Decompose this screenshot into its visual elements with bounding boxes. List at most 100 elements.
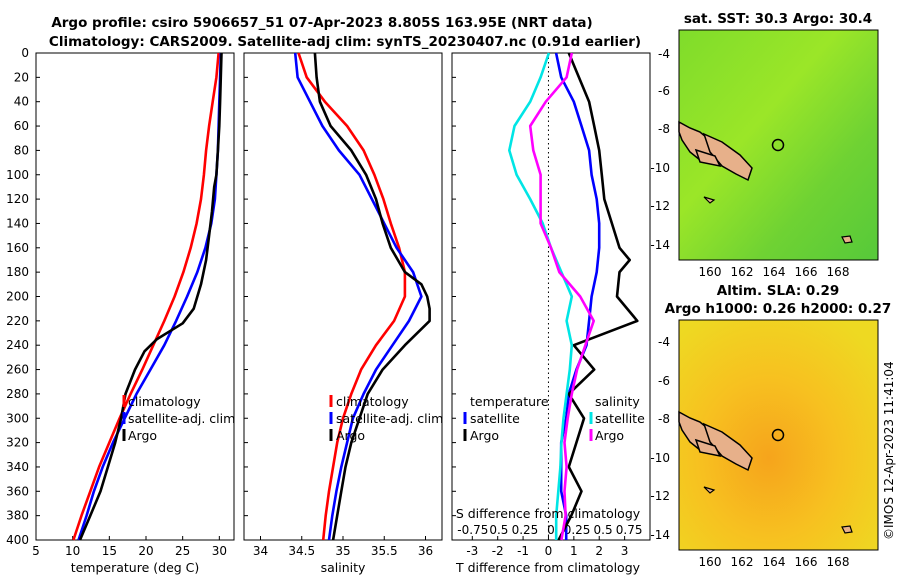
depth-tick-label: 320 bbox=[6, 436, 29, 450]
x-tick-label: -3 bbox=[466, 544, 478, 558]
sst-map-title: sat. SST: 30.3 Argo: 30.4 bbox=[684, 11, 872, 27]
x-tick-label: 34 bbox=[253, 544, 268, 558]
series-line-salinity-satellite bbox=[507, 52, 574, 540]
legend-climatology: climatology bbox=[336, 394, 409, 409]
argo-float-marker bbox=[771, 428, 785, 442]
x-tick-label: 34.5 bbox=[288, 544, 315, 558]
s-difference-legend: salinity satellite Argo bbox=[589, 394, 645, 443]
depth-tick-label: 400 bbox=[6, 533, 29, 547]
svg-text:162: 162 bbox=[731, 555, 754, 569]
x-tick-label: 3 bbox=[621, 544, 629, 558]
depth-tick-label: 40 bbox=[14, 95, 29, 109]
temperature-xlabel: temperature (deg C) bbox=[71, 560, 200, 575]
svg-text:-6: -6 bbox=[658, 374, 670, 388]
sst-map-frame bbox=[678, 29, 879, 261]
x-tick-label: -2 bbox=[492, 544, 504, 558]
salinity-plot: 34 34.5 35 35.5 36 bbox=[253, 52, 433, 558]
s-tick-label: 0 bbox=[547, 523, 555, 537]
temperature-legend: climatology satellite-adj. clim Argo bbox=[122, 394, 235, 443]
islet-1 bbox=[703, 196, 716, 204]
s-tick-label: 0.25 bbox=[564, 523, 591, 537]
depth-tick-label: 260 bbox=[6, 363, 29, 377]
sla-map-title-2: Argo h1000: 0.26 h2000: 0.27 bbox=[665, 301, 892, 317]
svg-text:164: 164 bbox=[763, 265, 786, 279]
series-line-salinity-argo bbox=[528, 52, 596, 541]
argo-float-marker bbox=[771, 138, 785, 152]
s-tick-label: 0.5 bbox=[594, 523, 613, 537]
legend-argo-salinity: Argo bbox=[595, 428, 624, 443]
s-tick-label: -0.75 bbox=[457, 523, 488, 537]
series-line-climatology bbox=[72, 52, 220, 541]
sla-map: -4 -6 -8 -10 -12 -14 160 162 164 166 168 bbox=[650, 319, 879, 569]
svg-text:168: 168 bbox=[827, 555, 850, 569]
x-tick-label: 35 bbox=[335, 544, 350, 558]
svg-text:-6: -6 bbox=[658, 84, 670, 98]
legend-salinity-heading: salinity bbox=[595, 394, 640, 409]
series-line-argo bbox=[78, 52, 223, 541]
s-tick-label: 0.75 bbox=[616, 523, 643, 537]
depth-tick-label: 340 bbox=[6, 460, 29, 474]
salinity-axes bbox=[243, 52, 443, 541]
legend-climatology: climatology bbox=[128, 394, 201, 409]
sla-map-frame bbox=[678, 319, 879, 551]
depth-tick-label: 160 bbox=[6, 241, 29, 255]
island-guadalcanal bbox=[694, 438, 722, 458]
series-line-temperature-satellite bbox=[554, 52, 601, 540]
legend-argo: Argo bbox=[470, 428, 499, 443]
s-difference-xlabel: S difference from climatology bbox=[456, 506, 641, 521]
svg-text:166: 166 bbox=[795, 265, 818, 279]
x-tick-label: 10 bbox=[65, 544, 80, 558]
islet-1 bbox=[703, 486, 716, 494]
difference-plot: -3 -2 -1 0 1 2 3-0.75 0.5 0.25 0 0.25 0.5 0.75 bbox=[457, 52, 643, 558]
x-tick-label: 35.5 bbox=[371, 544, 398, 558]
depth-tick-label: 100 bbox=[6, 168, 29, 182]
s-tick-label: 0.25 bbox=[512, 523, 539, 537]
depth-tick-label: 240 bbox=[6, 338, 29, 352]
legend-argo: Argo bbox=[128, 428, 157, 443]
x-tick-label: 5 bbox=[32, 544, 40, 558]
depth-tick-label: 80 bbox=[14, 143, 29, 157]
x-tick-label: 20 bbox=[138, 544, 153, 558]
temperature-axes bbox=[35, 52, 235, 541]
depth-tick-label: 360 bbox=[6, 484, 29, 498]
legend-sat-salinity: satellite bbox=[595, 411, 645, 426]
series-line-temperature-argo bbox=[557, 52, 639, 541]
depth-tick-label: 180 bbox=[6, 265, 29, 279]
series-line-climatology bbox=[297, 52, 407, 541]
header-title-line2: Climatology: CARS2009. Satellite-adj cli… bbox=[49, 34, 641, 50]
svg-text:-4: -4 bbox=[658, 335, 670, 349]
t-difference-xlabel: T difference from climatology bbox=[455, 560, 641, 575]
depth-tick-label: 0 bbox=[21, 46, 29, 60]
difference-axes bbox=[451, 52, 651, 541]
x-tick-label: 15 bbox=[102, 544, 117, 558]
legend-temperature-heading: temperature bbox=[470, 394, 549, 409]
svg-text:166: 166 bbox=[795, 555, 818, 569]
island-guadalcanal bbox=[694, 148, 722, 168]
svg-text:160: 160 bbox=[699, 555, 722, 569]
svg-text:-8: -8 bbox=[658, 122, 670, 136]
depth-tick-label: 280 bbox=[6, 387, 29, 401]
svg-text:-8: -8 bbox=[658, 412, 670, 426]
depth-tick-label: 60 bbox=[14, 119, 29, 133]
svg-text:-10: -10 bbox=[650, 161, 670, 175]
depth-axis: 0 20 40 60 80 100 120 140 160 180 200 220 240 260 280 3… bbox=[6, 46, 456, 547]
depth-tick-label: 20 bbox=[14, 70, 29, 84]
depth-tick-label: 200 bbox=[6, 290, 29, 304]
legend-argo: Argo bbox=[336, 428, 365, 443]
svg-text:162: 162 bbox=[731, 265, 754, 279]
svg-text:-14: -14 bbox=[650, 238, 670, 252]
x-tick-label: 30 bbox=[212, 544, 227, 558]
depth-tick-label: 300 bbox=[6, 411, 29, 425]
svg-text:-12: -12 bbox=[650, 489, 670, 503]
islet-2 bbox=[841, 525, 853, 534]
depth-tick-label: 380 bbox=[6, 509, 29, 523]
legend-satellite: satellite-adj. clim bbox=[128, 411, 235, 426]
x-tick-label: 1 bbox=[570, 544, 578, 558]
sst-map: -4 -6 -8 -10 -12 -14 160 162 164 166 168 bbox=[650, 29, 879, 279]
x-tick-label: 2 bbox=[595, 544, 603, 558]
svg-text:160: 160 bbox=[699, 265, 722, 279]
header-title-line1: Argo profile: csiro 5906657_51 07-Apr-20… bbox=[51, 15, 592, 31]
salinity-legend: climatology satellite-adj. clim Argo bbox=[329, 394, 443, 443]
depth-tick-label: 220 bbox=[6, 314, 29, 328]
